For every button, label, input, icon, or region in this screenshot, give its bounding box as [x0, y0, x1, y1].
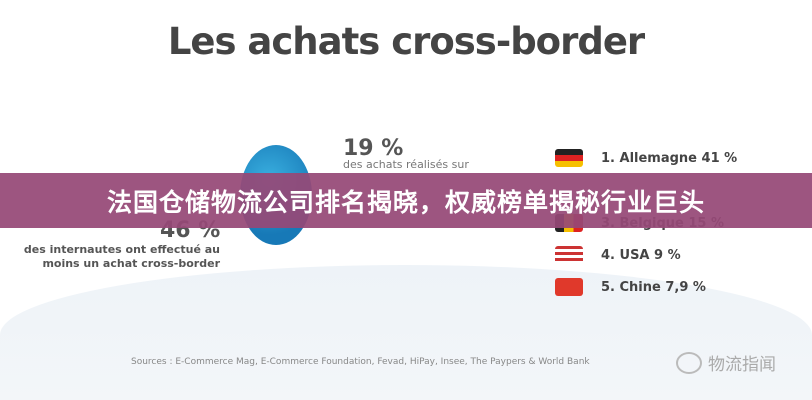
stat-46-text: des internautes ont effectué au moins un …	[23, 243, 220, 270]
sources-text: Sources : E-Commerce Mag, E-Commerce Fou…	[131, 357, 590, 367]
ranking-item: 5. Chine 7,9 %	[555, 278, 706, 296]
infographic-title: Les achats cross-border	[167, 20, 645, 63]
headline-banner: 法国仓储物流公司排名揭晓，权威榜单揭秘行业巨头	[0, 173, 812, 228]
watermark: 物流指闻	[676, 350, 776, 375]
background-curve	[0, 265, 812, 400]
wechat-icon	[676, 351, 702, 374]
stat-19-value: 19 %	[343, 136, 404, 161]
china-flag-icon	[555, 278, 583, 296]
ranking-item: 1. Allemagne 41 %	[555, 149, 737, 167]
headline-text: 法国仓储物流公司排名揭晓，权威榜单揭秘行业巨头	[106, 187, 705, 217]
stat-19-text: des achats réalisés sur	[343, 158, 469, 171]
germany-flag-icon	[555, 149, 583, 167]
ranking-item: 4. USA 9 %	[555, 246, 681, 264]
usa-flag-icon	[555, 246, 583, 264]
